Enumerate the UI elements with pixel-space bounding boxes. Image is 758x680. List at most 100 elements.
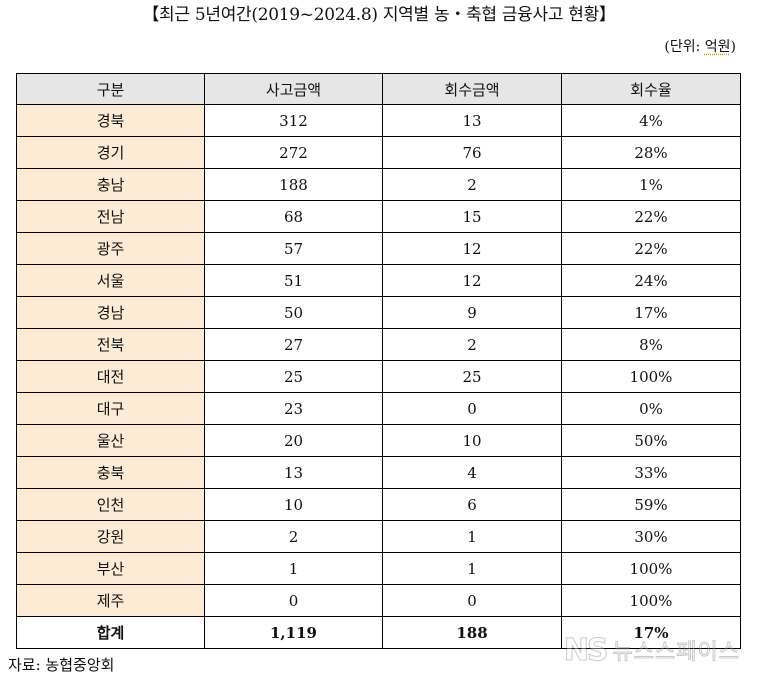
table-row: 인천 10 6 59% <box>16 488 741 521</box>
table-row: 강원 2 1 30% <box>16 520 741 553</box>
region-cell: 충남 <box>16 168 205 201</box>
recovery-rate-cell: 4% <box>561 104 741 137</box>
region-cell: 서울 <box>16 264 205 297</box>
table-row: 부산 1 1 100% <box>16 552 741 585</box>
watermark-logo: NS 뉴스스페이스 <box>563 632 740 668</box>
table-row: 충남 188 2 1% <box>16 168 741 201</box>
table-row: 대전 25 25 100% <box>16 360 741 393</box>
recovery-rate-cell: 28% <box>561 136 741 169</box>
table-row: 울산 20 10 50% <box>16 424 741 457</box>
recovery-rate-cell: 100% <box>561 360 741 393</box>
accident-amount-cell: 68 <box>204 200 383 233</box>
recovered-amount-cell: 6 <box>382 488 562 521</box>
recovery-rate-cell: 100% <box>561 552 741 585</box>
recovered-amount-cell: 9 <box>382 296 562 329</box>
table-row: 전북 27 2 8% <box>16 328 741 361</box>
accident-amount-cell: 0 <box>204 584 383 617</box>
header-recovery-rate: 회수율 <box>561 73 741 105</box>
table-row: 경북 312 13 4% <box>16 104 741 137</box>
table-body: 경북 312 13 4% 경기 272 76 28% 충남 188 2 1% 전남 68 15 22% 광주 57… <box>16 104 741 617</box>
recovered-amount-cell: 1 <box>382 520 562 553</box>
table-row: 대구 23 0 0% <box>16 392 741 425</box>
recovery-rate-cell: 17% <box>561 296 741 329</box>
header-recovered-amount: 회수금액 <box>382 73 562 105</box>
table-row: 충북 13 4 33% <box>16 456 741 489</box>
recovery-rate-cell: 22% <box>561 232 741 265</box>
table-row: 서울 51 12 24% <box>16 264 741 297</box>
table-row: 광주 57 12 22% <box>16 232 741 265</box>
region-cell: 제주 <box>16 584 205 617</box>
watermark-text: 뉴스스페이스 <box>612 640 740 666</box>
recovery-rate-cell: 24% <box>561 264 741 297</box>
accident-amount-cell: 20 <box>204 424 383 457</box>
accident-amount-cell: 188 <box>204 168 383 201</box>
accident-amount-cell: 312 <box>204 104 383 137</box>
region-cell: 대구 <box>16 392 205 425</box>
recovered-amount-cell: 4 <box>382 456 562 489</box>
watermark-mark: NS <box>563 632 609 668</box>
region-cell: 인천 <box>16 488 205 521</box>
table-row: 제주 0 0 100% <box>16 584 741 617</box>
recovered-amount-cell: 25 <box>382 360 562 393</box>
table-row: 경기 272 76 28% <box>16 136 741 169</box>
recovery-rate-cell: 100% <box>561 584 741 617</box>
unit-word: 억원 <box>704 39 731 55</box>
accident-amount-cell: 2 <box>204 520 383 553</box>
table-row: 전남 68 15 22% <box>16 200 741 233</box>
accident-amount-cell: 23 <box>204 392 383 425</box>
accident-amount-cell: 25 <box>204 360 383 393</box>
unit-prefix: (단위: <box>664 39 705 55</box>
recovered-amount-cell: 10 <box>382 424 562 457</box>
accident-amount-cell: 57 <box>204 232 383 265</box>
region-cell: 부산 <box>16 552 205 585</box>
recovered-amount-cell: 12 <box>382 264 562 297</box>
total-recovery-rate: 17% <box>561 616 741 649</box>
unit-note: (단위: 억원) <box>664 38 736 56</box>
header-accident-amount: 사고금액 <box>204 73 383 105</box>
region-cell: 울산 <box>16 424 205 457</box>
recovered-amount-cell: 0 <box>382 584 562 617</box>
recovery-rate-cell: 22% <box>561 200 741 233</box>
region-cell: 광주 <box>16 232 205 265</box>
accident-amount-cell: 1 <box>204 552 383 585</box>
accident-amount-cell: 272 <box>204 136 383 169</box>
recovered-amount-cell: 12 <box>382 232 562 265</box>
header-category: 구분 <box>16 73 205 105</box>
table-title: 【최근 5년여간(2019~2024.8) 지역별 농・축협 금융사고 현황】 <box>142 5 616 25</box>
region-cell: 경북 <box>16 104 205 137</box>
recovered-amount-cell: 2 <box>382 328 562 361</box>
recovery-rate-cell: 30% <box>561 520 741 553</box>
region-cell: 전북 <box>16 328 205 361</box>
recovered-amount-cell: 0 <box>382 392 562 425</box>
region-cell: 경남 <box>16 296 205 329</box>
region-cell: 강원 <box>16 520 205 553</box>
region-cell: 충북 <box>16 456 205 489</box>
total-row: 합계 1,119 188 17% <box>16 616 741 649</box>
header-row: 구분 사고금액 회수금액 회수율 <box>16 73 741 105</box>
table-row: 경남 50 9 17% <box>16 296 741 329</box>
total-recovered-amount: 188 <box>382 616 562 649</box>
region-cell: 대전 <box>16 360 205 393</box>
recovery-rate-cell: 50% <box>561 424 741 457</box>
total-accident-amount: 1,119 <box>204 616 383 649</box>
recovery-rate-cell: 59% <box>561 488 741 521</box>
recovered-amount-cell: 13 <box>382 104 562 137</box>
region-cell: 경기 <box>16 136 205 169</box>
recovery-rate-cell: 1% <box>561 168 741 201</box>
recovery-rate-cell: 33% <box>561 456 741 489</box>
recovered-amount-cell: 76 <box>382 136 562 169</box>
recovery-rate-cell: 0% <box>561 392 741 425</box>
accident-amount-cell: 50 <box>204 296 383 329</box>
financial-accident-table: 구분 사고금액 회수금액 회수율 경북 312 13 4% 경기 272 76 28% 충남 18… <box>16 73 741 649</box>
unit-suffix: ) <box>730 39 736 55</box>
recovery-rate-cell: 8% <box>561 328 741 361</box>
recovered-amount-cell: 1 <box>382 552 562 585</box>
accident-amount-cell: 13 <box>204 456 383 489</box>
accident-amount-cell: 27 <box>204 328 383 361</box>
total-label: 합계 <box>16 616 205 649</box>
source-note: 자료: 농협중앙회 <box>8 656 115 674</box>
recovered-amount-cell: 15 <box>382 200 562 233</box>
accident-amount-cell: 51 <box>204 264 383 297</box>
recovered-amount-cell: 2 <box>382 168 562 201</box>
region-cell: 전남 <box>16 200 205 233</box>
